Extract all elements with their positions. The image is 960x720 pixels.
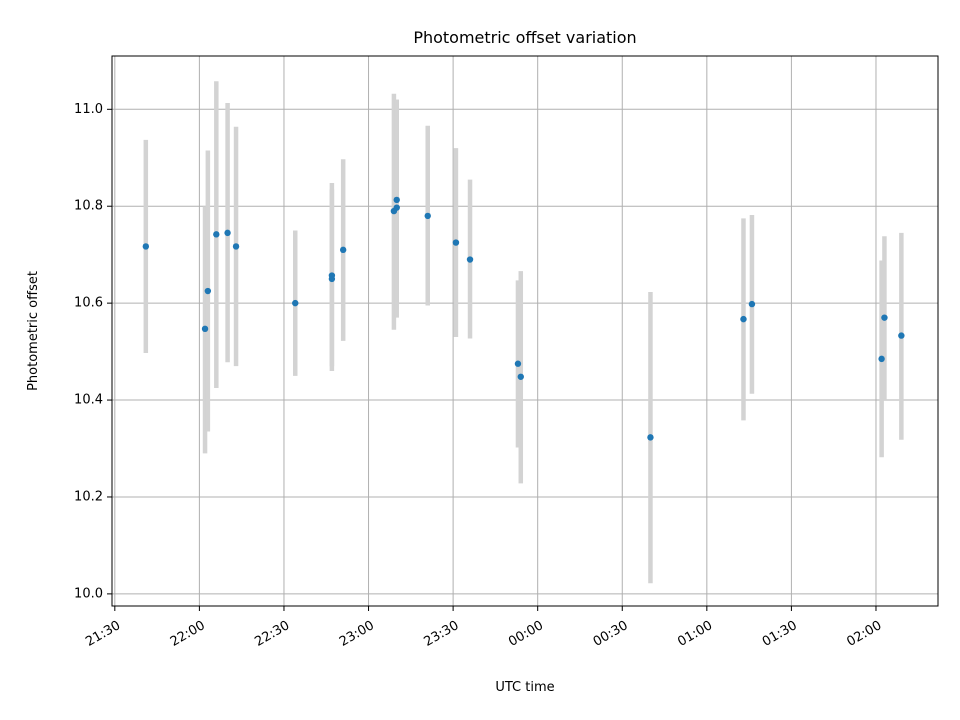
- data-point: [142, 243, 150, 250]
- data-point: [647, 434, 654, 441]
- chart-title: Photometric offset variation: [413, 28, 636, 47]
- y-tick-label: 10.0: [74, 586, 103, 601]
- data-point: [740, 315, 747, 323]
- data-point: [292, 299, 299, 307]
- data-point: [514, 360, 522, 367]
- data-point: [201, 325, 209, 333]
- data-point: [224, 229, 231, 237]
- data-point: [748, 300, 756, 308]
- data-point: [452, 239, 460, 246]
- data-point: [878, 355, 885, 363]
- data-point: [466, 256, 474, 263]
- data-point: [339, 246, 347, 254]
- data-point: [898, 332, 905, 339]
- data-point: [204, 287, 212, 295]
- data-point: [328, 275, 336, 283]
- y-tick-label: 11.0: [74, 102, 103, 117]
- y-tick-label: 10.8: [74, 199, 103, 214]
- y-axis-ticks: 10.0 10.2 10.4 10.6 10.8 11.0: [74, 102, 112, 601]
- data-point: [393, 196, 400, 204]
- y-axis-label: Photometric offset: [26, 271, 41, 391]
- data-point: [517, 373, 524, 380]
- y-tick-label: 10.6: [74, 296, 103, 311]
- x-axis-label: UTC time: [495, 680, 554, 695]
- data-point: [881, 314, 888, 321]
- grid: [112, 56, 938, 606]
- y-tick-label: 10.2: [74, 489, 103, 504]
- data-point: [232, 243, 240, 250]
- plot-area-frame: [111, 55, 939, 607]
- data-points: [142, 196, 905, 441]
- data-point: [213, 231, 220, 238]
- data-point: [424, 212, 431, 220]
- data-point: [393, 204, 400, 211]
- y-tick-label: 10.4: [74, 393, 103, 408]
